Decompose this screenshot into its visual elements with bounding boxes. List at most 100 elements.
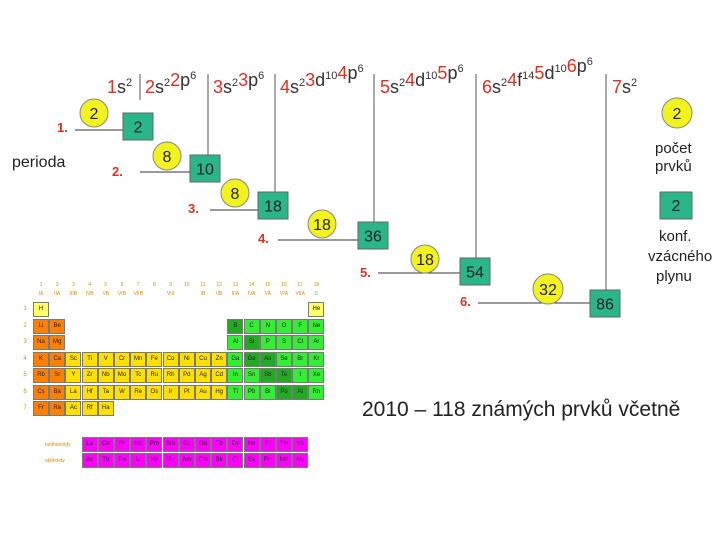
element-cell: Sr bbox=[49, 368, 66, 383]
element-count-value: 18 bbox=[313, 217, 331, 234]
period-label: 2. bbox=[112, 164, 123, 179]
element-cell: C bbox=[243, 318, 260, 334]
config-group-4: 4s23d104p6 bbox=[280, 63, 364, 97]
element-cell: Br bbox=[292, 351, 309, 367]
element-cell: Ta bbox=[97, 384, 114, 400]
config-orbital-letter: f bbox=[517, 70, 523, 90]
element-cell: Ra bbox=[49, 401, 66, 416]
group-number: 16 bbox=[281, 282, 287, 288]
element-cell: B bbox=[227, 318, 244, 334]
element-cell: K bbox=[33, 351, 49, 367]
config-group-7: 7s2 bbox=[612, 77, 637, 97]
element-cell: Am bbox=[178, 453, 195, 468]
element-cell: Pt bbox=[178, 384, 195, 400]
element-count-circle bbox=[307, 209, 337, 239]
element-cell: Ba bbox=[49, 384, 66, 400]
group-number: 17 bbox=[297, 282, 303, 288]
element-count-circle bbox=[152, 141, 182, 171]
element-cell: Na bbox=[33, 335, 49, 350]
legend-count-value: 2 bbox=[673, 106, 682, 123]
noble-gas-value: 86 bbox=[596, 297, 614, 314]
element-cell: Sc bbox=[65, 351, 82, 367]
element-cell: Ce bbox=[97, 436, 114, 452]
noble-gas-box bbox=[589, 289, 621, 318]
noble-gas-box bbox=[257, 191, 289, 220]
element-cell: I bbox=[292, 368, 309, 383]
period-label: 3. bbox=[188, 201, 199, 216]
config-shell-number: 2 bbox=[170, 70, 180, 90]
config-orbital-letter: p bbox=[248, 70, 258, 90]
element-cell: In bbox=[227, 368, 244, 383]
element-cell: Fr bbox=[33, 401, 49, 416]
element-cell: Be bbox=[49, 318, 66, 334]
group-label: VIA bbox=[279, 291, 289, 297]
config-electron-count: 10 bbox=[425, 70, 437, 82]
element-cell: Bk bbox=[211, 453, 228, 468]
group-number: 18 bbox=[313, 282, 320, 288]
element-count-circle bbox=[532, 273, 564, 305]
element-cell: Yb bbox=[292, 436, 309, 452]
group-label: IVA bbox=[247, 291, 256, 297]
config-orbital-letter: s bbox=[290, 77, 299, 97]
group-label: VA bbox=[264, 291, 271, 297]
period-label: 4. bbox=[258, 231, 269, 246]
group-number: 15 bbox=[265, 282, 271, 288]
element-cell: Es bbox=[243, 453, 260, 468]
element-cell: Ti bbox=[81, 351, 98, 367]
element-cell: Zn bbox=[211, 351, 228, 367]
element-cell: No bbox=[292, 453, 309, 468]
config-electron-count: 2 bbox=[164, 77, 170, 89]
element-cell: Tc bbox=[130, 368, 147, 383]
legend-noble-value: 2 bbox=[672, 198, 681, 215]
period-number: 1 bbox=[23, 306, 27, 312]
config-electron-count: 6 bbox=[457, 63, 463, 75]
element-cell: Mo bbox=[114, 368, 130, 383]
element-cell: Rh bbox=[162, 368, 179, 383]
element-cell: Ga bbox=[227, 351, 244, 367]
config-shell-number: 5 bbox=[534, 63, 544, 83]
element-cell: Bi bbox=[259, 384, 276, 400]
config-electron-count: 14 bbox=[522, 70, 534, 82]
config-shell-number: 6 bbox=[482, 77, 492, 97]
group-label: IIIB bbox=[69, 291, 78, 297]
element-cell: H bbox=[33, 302, 49, 317]
config-group-2: 2s22p6 bbox=[145, 70, 196, 97]
lanthanides-label: lanthanoidy bbox=[45, 441, 71, 448]
config-orbital-letter: p bbox=[180, 70, 190, 90]
element-count-circle bbox=[220, 178, 250, 208]
config-orbital-letter: s bbox=[117, 77, 126, 97]
element-cell: La bbox=[65, 384, 82, 400]
element-cell: Ni bbox=[178, 351, 195, 367]
element-cell: Ar bbox=[308, 335, 325, 350]
element-cell: Ac bbox=[81, 453, 98, 468]
element-cell: O bbox=[276, 318, 292, 334]
element-cell: Pu bbox=[162, 453, 179, 468]
config-orbital-letter: s bbox=[223, 77, 232, 97]
group-label: IA bbox=[38, 291, 44, 297]
element-cell: Pd bbox=[178, 368, 195, 383]
element-cell: Ru bbox=[146, 368, 163, 383]
legend-noble-label: vzácného bbox=[648, 248, 712, 265]
config-group-3: 3s23p6 bbox=[213, 70, 264, 97]
element-cell: Tm bbox=[276, 436, 292, 452]
element-cell: Np bbox=[146, 453, 163, 468]
group-label: VIIA bbox=[295, 291, 305, 297]
element-cell: Pa bbox=[114, 453, 130, 468]
element-cell: Ne bbox=[308, 318, 325, 334]
group-label: VB bbox=[102, 291, 110, 297]
element-cell: Md bbox=[276, 453, 292, 468]
element-cell: Cm bbox=[195, 453, 211, 468]
config-orbital-letter: s bbox=[622, 77, 631, 97]
element-cell: Xe bbox=[308, 368, 325, 383]
noble-gas-value: 2 bbox=[134, 120, 143, 137]
element-cell: Mg bbox=[49, 335, 66, 350]
group-number: 13 bbox=[232, 282, 239, 288]
element-cell: Hg bbox=[211, 384, 228, 400]
config-shell-number: 4 bbox=[337, 63, 347, 83]
config-electron-count: 2 bbox=[232, 77, 238, 89]
group-number: 7 bbox=[136, 282, 140, 288]
group-label: VIB bbox=[117, 291, 127, 297]
element-cell: Fe bbox=[146, 351, 163, 367]
config-group-6: 6s24f145d106p6 bbox=[482, 56, 593, 97]
element-cell: Pr bbox=[114, 436, 130, 452]
